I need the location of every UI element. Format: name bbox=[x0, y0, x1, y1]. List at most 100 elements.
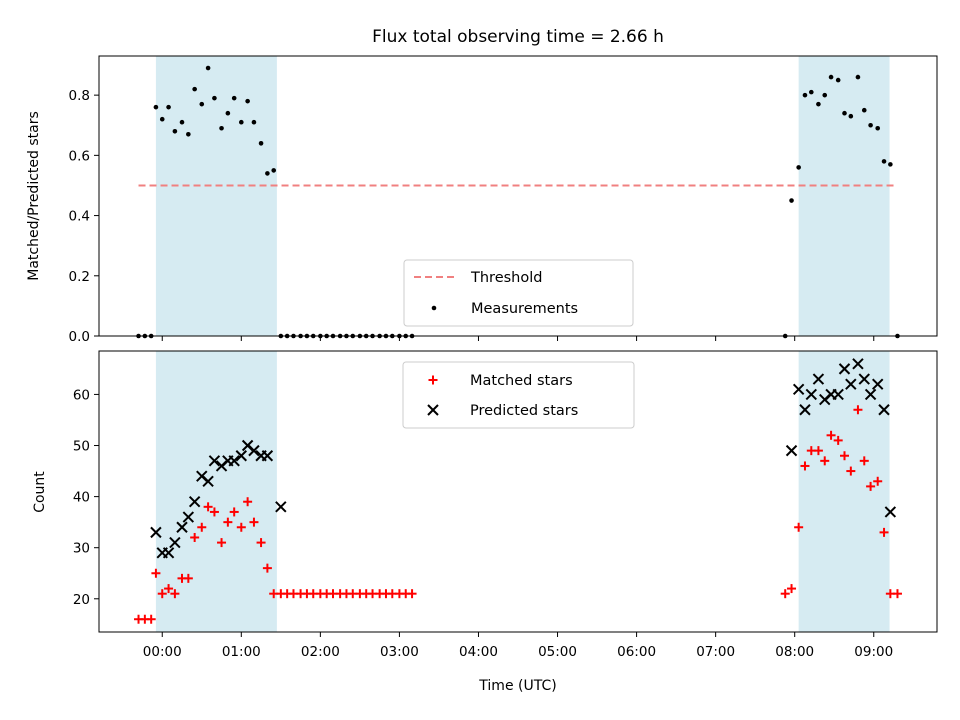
measurement-point bbox=[179, 119, 185, 125]
matched-star-marker bbox=[197, 522, 207, 532]
top-panel: 0.00.20.40.60.8 Matched/Predicted stars … bbox=[26, 55, 938, 345]
top-y-axis-label: Matched/Predicted stars bbox=[26, 111, 42, 281]
top-legend-box bbox=[403, 259, 634, 327]
top-plot-frame bbox=[98, 55, 938, 337]
matched-star-marker bbox=[157, 589, 167, 599]
legend-matched-label: Matched stars bbox=[470, 373, 573, 389]
observing-window bbox=[798, 56, 890, 336]
predicted-star-marker bbox=[235, 450, 248, 462]
y-tick-label: 20 bbox=[73, 592, 90, 608]
measurement-point bbox=[199, 101, 205, 107]
predicted-star-marker bbox=[872, 378, 884, 390]
matched-star-marker bbox=[853, 405, 863, 415]
matched-star-marker bbox=[846, 466, 856, 476]
measurement-point bbox=[159, 116, 165, 122]
measurement-point bbox=[868, 122, 873, 128]
measurement-point bbox=[816, 101, 821, 107]
x-tick-label: 01:00 bbox=[222, 644, 261, 660]
y-tick-label: 0.6 bbox=[69, 148, 90, 164]
matched-star-marker bbox=[840, 451, 850, 461]
measurement-point bbox=[789, 198, 794, 203]
x-tick-label: 04:00 bbox=[459, 644, 498, 660]
measurement-point bbox=[271, 168, 277, 173]
predicted-star-marker bbox=[878, 404, 890, 416]
measurement-point bbox=[802, 92, 808, 98]
top-observing-windows bbox=[155, 56, 890, 336]
measurement-point bbox=[835, 77, 841, 83]
matched-star-marker bbox=[879, 527, 889, 537]
matched-star-marker bbox=[820, 456, 830, 466]
legend-matched-swatch bbox=[428, 375, 438, 385]
matched-star-marker bbox=[859, 456, 869, 466]
y-tick-label: 50 bbox=[73, 439, 90, 455]
matched-star-marker bbox=[262, 563, 272, 573]
predicted-star-marker bbox=[838, 363, 851, 375]
y-tick-label: 0.8 bbox=[69, 88, 90, 104]
observing-window bbox=[155, 351, 277, 632]
matched-star-marker bbox=[229, 507, 239, 517]
measurement-point bbox=[251, 119, 257, 125]
measurement-point bbox=[192, 86, 197, 92]
predicted-star-marker bbox=[845, 378, 857, 390]
measurement-point bbox=[239, 119, 244, 125]
legend-predicted-marker bbox=[427, 404, 439, 416]
matched-star-marker bbox=[183, 573, 193, 583]
predicted-star-marker bbox=[884, 506, 897, 518]
matched-star-marker bbox=[146, 614, 156, 624]
y-tick-label: 40 bbox=[73, 490, 90, 506]
x-tick-label: 08:00 bbox=[775, 644, 814, 660]
measurement-point bbox=[842, 110, 847, 116]
bottom-y-ticks: 20 30 40 50 60 bbox=[73, 387, 99, 608]
matched-star-marker bbox=[217, 538, 227, 548]
y-tick-label: 30 bbox=[73, 541, 90, 557]
matched-star-marker bbox=[164, 584, 174, 594]
measurement-point bbox=[828, 74, 834, 80]
measurement-point bbox=[888, 162, 893, 167]
bottom-panel: 20 30 40 50 60 00:00 01:00 02:00 03:00 04:00 05:0… bbox=[32, 350, 938, 694]
matched-star-marker bbox=[866, 481, 876, 491]
predicted-star-marker bbox=[812, 373, 825, 385]
top-x-ticks bbox=[161, 336, 875, 341]
chart-title: Flux total observing time = 2.66 h bbox=[372, 27, 664, 47]
measurement-point bbox=[855, 74, 861, 80]
matched-star-marker bbox=[236, 522, 246, 532]
measurement-point bbox=[225, 110, 231, 116]
predicted-star-marker bbox=[792, 383, 805, 396]
predicted-star-marker bbox=[805, 388, 818, 401]
x-tick-label: 05:00 bbox=[538, 644, 577, 660]
measurement-point bbox=[153, 104, 159, 110]
legend-threshold-label: Threshold bbox=[470, 270, 542, 286]
bottom-legend: Matched stars Predicted stars bbox=[402, 361, 635, 429]
bottom-y-axis-label: Count bbox=[32, 471, 48, 513]
matched-star-marker bbox=[826, 430, 836, 440]
bottom-plot-frame bbox=[98, 350, 938, 633]
matched-star-marker bbox=[794, 522, 804, 532]
observing-window bbox=[155, 56, 277, 336]
legend-measurements-swatch bbox=[431, 305, 437, 311]
x-tick-label: 06:00 bbox=[617, 644, 656, 660]
predicted-star-marker bbox=[162, 547, 175, 559]
measurement-point bbox=[172, 128, 178, 134]
predicted-star-marker bbox=[864, 388, 877, 401]
y-tick-label: 0.0 bbox=[69, 329, 90, 345]
predicted-star-marker bbox=[150, 526, 162, 539]
y-tick-label: 0.2 bbox=[69, 269, 90, 285]
measurement-point bbox=[822, 92, 828, 98]
x-tick-label: 09:00 bbox=[854, 644, 893, 660]
bottom-legend-box bbox=[402, 361, 635, 429]
legend-predicted-swatch bbox=[427, 404, 439, 416]
measurement-point bbox=[881, 159, 887, 164]
y-tick-label: 60 bbox=[73, 387, 90, 403]
predicted-star-marker bbox=[261, 450, 274, 462]
matched-star-marker bbox=[873, 476, 883, 486]
measurement-points bbox=[136, 65, 900, 339]
matched-star-marker bbox=[223, 517, 233, 527]
predicted-star-marker bbox=[208, 455, 221, 467]
predicted-star-marker bbox=[182, 511, 195, 523]
matched-star-marker bbox=[780, 589, 790, 599]
matched-star-marker bbox=[833, 435, 843, 445]
x-tick-label: 02:00 bbox=[301, 644, 340, 660]
predicted-star-marker bbox=[852, 358, 864, 370]
legend-matched-marker bbox=[428, 375, 438, 385]
